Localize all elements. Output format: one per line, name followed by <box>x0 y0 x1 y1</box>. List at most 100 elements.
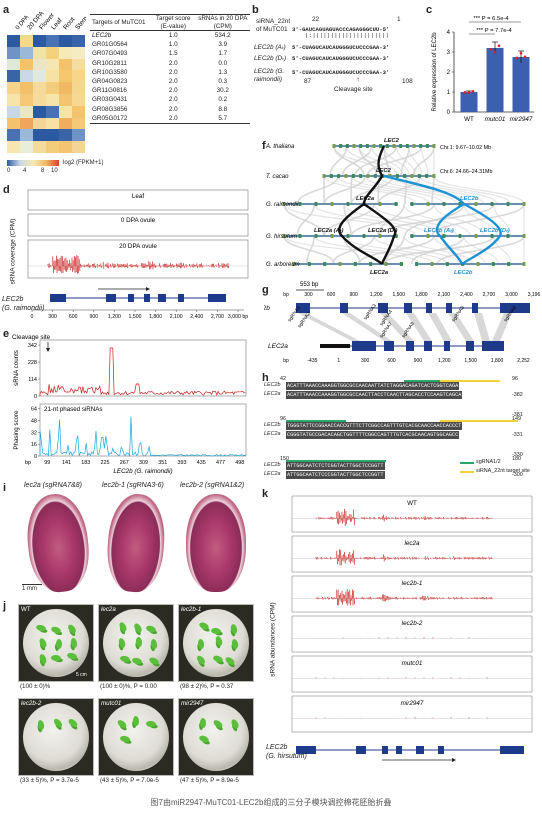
synteny-ribbon <box>431 203 525 237</box>
heatmap-cell <box>46 35 59 47</box>
petri-plate <box>183 703 249 771</box>
panel-label-d: d <box>3 184 10 196</box>
gene-block <box>412 144 416 148</box>
heatmap-cell <box>72 82 85 94</box>
synteny-ribbon <box>370 145 404 177</box>
srna-label: siRNA_22nt <box>256 18 291 25</box>
ruler-label: 300 <box>48 314 57 320</box>
gene-label: LEC2b <box>460 196 479 202</box>
relative-expression-chart: 0 1 2 3 4 Relative expression of LEC2b WT mutc0… <box>432 16 534 123</box>
table-row: GR01G0564 1.0 3.9 <box>90 40 250 49</box>
gene-block <box>522 262 526 266</box>
gene-block <box>339 144 343 148</box>
y-tick-label: 48 <box>31 419 37 425</box>
gene-block <box>346 234 350 238</box>
heatmap-cell <box>7 46 20 59</box>
synteny-ribbon <box>350 203 435 237</box>
ovule-label: lec2a (sgRNA7&8) <box>24 482 82 489</box>
ovule-images: lec2a (sgRNA7&8) lec2b-1 (sgRNA3-6) lec2… <box>18 482 258 600</box>
abundance-signal <box>315 589 493 606</box>
heatmap-cell <box>20 35 33 47</box>
alignment-sequence: ATTGGCAATCTCCCGGTACTTGGCTCCGGTT <box>286 471 385 479</box>
alignment-sequence: CGGGTATGCCGACACAGCTGGTTTTCGGCCAGTTTGTCAC… <box>286 431 460 439</box>
gene-block <box>522 202 526 206</box>
arrow-head <box>146 287 150 291</box>
table-row: GR03G0431 2.0 0.2 <box>90 95 250 104</box>
alignment-gene-label: LEC2a <box>264 471 281 477</box>
arrow-head <box>452 758 456 762</box>
synteny-ribbon <box>433 203 485 237</box>
legend-swatch-yellow <box>460 471 474 473</box>
x-tick-label: bp <box>25 460 31 466</box>
table-row: GR08G3856 2.0 8.8 <box>90 105 250 114</box>
gene-block <box>442 234 446 238</box>
plate-label: WT <box>21 606 31 613</box>
sgrna-highlight <box>286 460 386 462</box>
scale-label: 553 bp <box>300 282 319 288</box>
alignment-position: 149 <box>512 416 521 422</box>
synteny-ribbon <box>323 203 375 237</box>
gene-subtitle: (G. hirsutum) <box>266 753 307 760</box>
alignment-sequence: TGGGTATTCCGGAACCACCGTTTCTTCGGCCAGTTTGTCA… <box>286 422 463 430</box>
species-label: T. cacao <box>266 174 289 180</box>
plate-photo: lec2a <box>98 604 174 682</box>
exon-block <box>178 294 184 302</box>
x-tick-label: mutc01 <box>485 116 506 123</box>
homology-band <box>428 313 452 341</box>
cleavage-label: Cleavage site <box>334 86 373 93</box>
heatmap-cell <box>59 35 72 47</box>
abundance-signal <box>315 636 488 639</box>
gene-block <box>373 174 377 178</box>
ruler-label: 1,500 <box>392 292 405 298</box>
chromosome-label: Chr.1: 9.67–10.02 Mb <box>440 145 491 151</box>
alignment-sequence: ATTGGCAATCTCTCGGTACTTGGCTCCGGTT <box>286 462 385 470</box>
gene-block <box>410 234 414 238</box>
exon-block <box>424 341 432 351</box>
alignment-position: 42 <box>280 376 286 382</box>
gene-block <box>417 174 421 178</box>
synteny-ribbon <box>436 235 525 265</box>
ruler-label: 300 <box>361 358 370 364</box>
plate-label: lec2b-2 <box>21 700 42 707</box>
table-cell: GR01G0564 <box>92 41 128 49</box>
table-cell: GR10G3580 <box>92 68 128 76</box>
ovule-label: lec2b-2 (sgRNA1&2) <box>180 482 245 489</box>
exon-block <box>426 303 432 313</box>
gene-label: LEC2 <box>376 168 392 174</box>
table-cell: GR10G2811 <box>92 59 127 67</box>
legend-gradient <box>7 160 59 166</box>
ruler-label: 2,400 <box>460 292 473 298</box>
gene-block <box>314 202 318 206</box>
table-cell: 0.3 <box>218 78 228 86</box>
ruler-label: 1,200 <box>438 358 451 364</box>
exon-block <box>472 303 478 313</box>
exon-block <box>106 294 116 302</box>
x-tick-label: mir2947 <box>510 116 533 123</box>
gene-label: LEC2b <box>264 305 270 312</box>
table-cell: 2.0 <box>168 96 178 104</box>
side-number: -381 <box>512 412 523 418</box>
chromosome-label: Chr.6: 24.66–24.31Mb <box>440 169 492 175</box>
heatmap-cell <box>46 94 59 106</box>
exon-block <box>384 341 394 351</box>
synteny-ribbon <box>313 235 435 265</box>
alignment-sequence: ACATTTAAACCAAAGGTGGCGCCAACTTACCTCAACTTAG… <box>286 391 463 399</box>
srna-label-2: of MuTC01 <box>256 26 288 33</box>
heatmap-cell <box>46 46 59 59</box>
petri-plate <box>23 703 89 771</box>
track-label: mutc01 <box>402 660 423 667</box>
legend-tick: 0 <box>7 168 11 174</box>
gene-block <box>388 174 392 178</box>
synteny-ribbon <box>377 203 495 237</box>
exon-block <box>396 746 402 754</box>
table-cell: 2.0 <box>168 105 178 113</box>
gene-block <box>474 202 478 206</box>
ruler-label: 300 <box>304 292 313 298</box>
heatmap-cell <box>59 70 72 83</box>
gene-label: LEC2b <box>454 270 473 276</box>
heatmap-cell <box>20 58 33 71</box>
table-row: GR04G0823 2.0 0.3 <box>90 77 250 86</box>
gene-block <box>403 174 407 178</box>
table-cell: 2.0 <box>168 59 178 67</box>
gene-block <box>385 144 389 148</box>
